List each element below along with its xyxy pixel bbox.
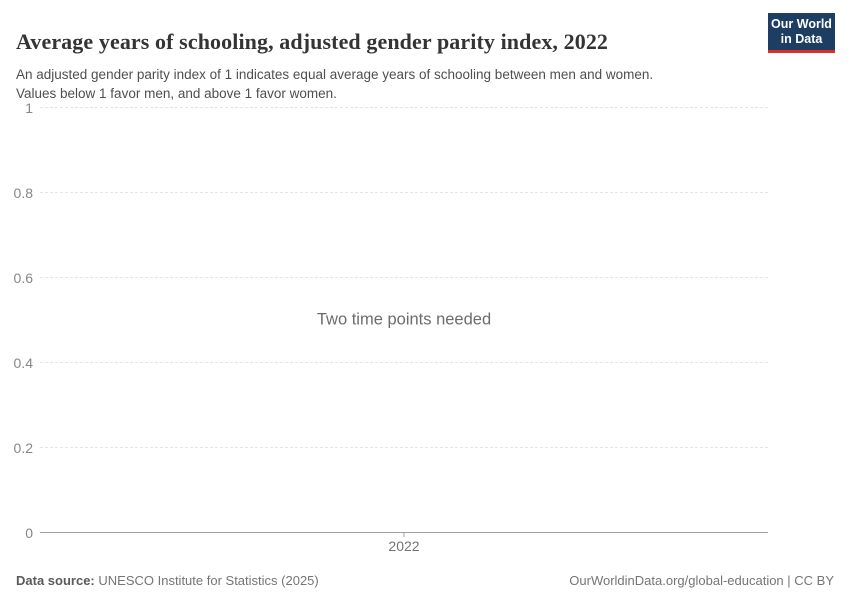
data-source-label: Data source:: [16, 573, 95, 588]
y-tick-label: 0.4: [13, 355, 33, 371]
y-gridline: 0.8: [14, 185, 768, 201]
y-tick-label: 0: [25, 525, 33, 541]
chart-footer: Data source: UNESCO Institute for Statis…: [16, 573, 834, 588]
x-axis-tick: 2022: [388, 532, 420, 554]
x-tick-mark: [403, 532, 405, 537]
y-tick-label: 0.8: [13, 185, 33, 201]
chart-subtitle: An adjusted gender parity index of 1 ind…: [16, 65, 653, 103]
x-axis-line: 0: [25, 525, 768, 541]
y-gridline: 0.2: [14, 440, 768, 456]
data-source-value[interactable]: UNESCO Institute for Statistics (2025): [98, 573, 319, 588]
empty-state-message: Two time points needed: [316, 310, 492, 328]
footer-credit-link[interactable]: OurWorldinData.org/global-education | CC…: [569, 573, 834, 588]
chart-subtitle-line2: Values below 1 favor men, and above 1 fa…: [16, 85, 337, 101]
y-tick-label: 1: [25, 100, 33, 116]
data-source-line: Data source: UNESCO Institute for Statis…: [16, 573, 319, 588]
owid-logo-line2: in Data: [780, 32, 823, 46]
y-gridline: 1: [25, 100, 768, 116]
chart-subtitle-line1: An adjusted gender parity index of 1 ind…: [16, 66, 654, 82]
y-gridline: 0.4: [14, 355, 768, 371]
chart-title: Average years of schooling, adjusted gen…: [16, 28, 609, 54]
owid-logo[interactable]: Our World in Data: [768, 13, 835, 53]
x-tick-label: 2022: [388, 538, 420, 554]
owid-logo-line1: Our World: [771, 17, 832, 31]
y-gridline: 0.6: [14, 270, 768, 286]
y-tick-label: 0.2: [13, 440, 33, 456]
plot-area: Two time points needed 2022 0 0.2 0.4 0.6 0.…: [14, 100, 768, 554]
y-tick-label: 0.6: [13, 270, 33, 286]
